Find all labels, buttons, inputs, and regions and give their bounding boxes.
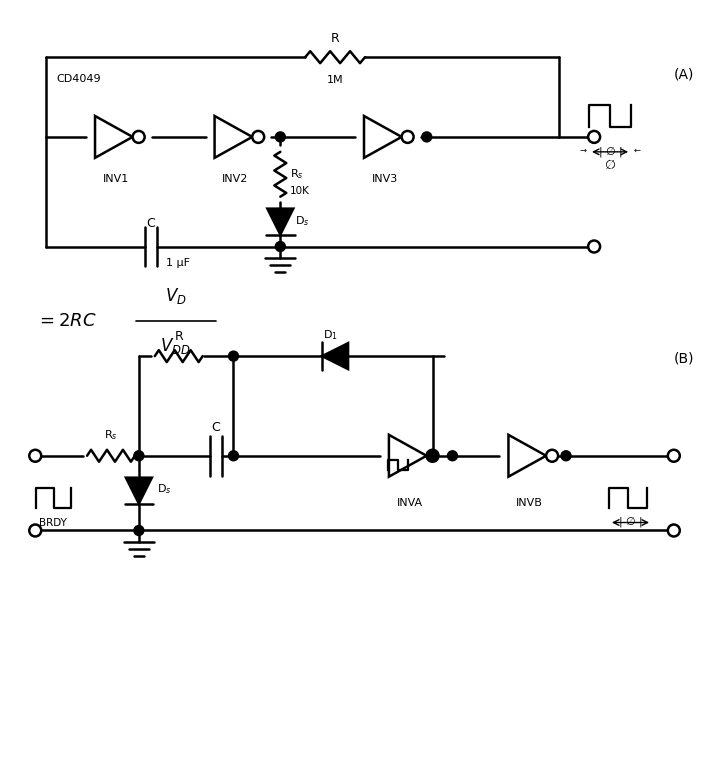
Text: INV3: INV3 xyxy=(372,174,398,184)
Circle shape xyxy=(252,131,264,143)
Text: | $\varnothing$ |: | $\varnothing$ | xyxy=(598,145,622,159)
Circle shape xyxy=(134,451,144,461)
Circle shape xyxy=(588,131,600,143)
Text: | $\varnothing$ |: | $\varnothing$ | xyxy=(618,514,643,528)
Text: $\varnothing$: $\varnothing$ xyxy=(604,158,616,171)
Circle shape xyxy=(402,131,414,143)
Text: CD4049: CD4049 xyxy=(56,74,100,84)
Text: (A): (A) xyxy=(673,68,694,81)
Text: INVB: INVB xyxy=(516,497,543,508)
Circle shape xyxy=(229,351,239,361)
Text: D$_s$: D$_s$ xyxy=(157,482,171,496)
Circle shape xyxy=(588,241,600,252)
Circle shape xyxy=(448,451,457,461)
Circle shape xyxy=(229,451,239,461)
Text: |: | xyxy=(608,159,612,171)
Circle shape xyxy=(668,525,680,536)
Text: D$_s$: D$_s$ xyxy=(296,215,310,228)
Text: C: C xyxy=(146,217,155,230)
Text: R$_s$: R$_s$ xyxy=(290,168,304,181)
Text: R: R xyxy=(331,33,339,45)
Polygon shape xyxy=(267,209,293,234)
Circle shape xyxy=(132,131,145,143)
Polygon shape xyxy=(126,478,152,504)
Text: $V_D$: $V_D$ xyxy=(165,286,186,307)
Text: (B): (B) xyxy=(673,351,694,365)
Circle shape xyxy=(422,132,432,142)
Text: D$_1$: D$_1$ xyxy=(323,328,338,342)
Circle shape xyxy=(29,525,41,536)
Circle shape xyxy=(134,525,144,535)
Circle shape xyxy=(275,132,285,142)
Text: INVA: INVA xyxy=(397,497,423,508)
Circle shape xyxy=(427,451,438,461)
Text: $V_{DD}$: $V_{DD}$ xyxy=(160,336,191,356)
Text: C: C xyxy=(211,421,220,434)
Polygon shape xyxy=(323,343,348,369)
Circle shape xyxy=(561,451,571,461)
Circle shape xyxy=(275,241,285,251)
Text: 1M: 1M xyxy=(327,75,344,85)
Text: INV1: INV1 xyxy=(103,174,129,184)
Text: INV2: INV2 xyxy=(222,174,249,184)
Text: $= 2RC$: $= 2RC$ xyxy=(36,312,97,331)
Text: R: R xyxy=(174,330,183,343)
Circle shape xyxy=(668,450,680,462)
Text: →: → xyxy=(579,145,586,154)
Text: BRDY: BRDY xyxy=(39,518,67,528)
Circle shape xyxy=(546,450,558,462)
Text: 10K: 10K xyxy=(290,186,310,196)
Text: 1 μF: 1 μF xyxy=(166,258,190,268)
Text: R$_s$: R$_s$ xyxy=(104,428,118,442)
Text: ←: ← xyxy=(634,145,641,154)
Circle shape xyxy=(427,450,438,462)
Circle shape xyxy=(29,450,41,462)
